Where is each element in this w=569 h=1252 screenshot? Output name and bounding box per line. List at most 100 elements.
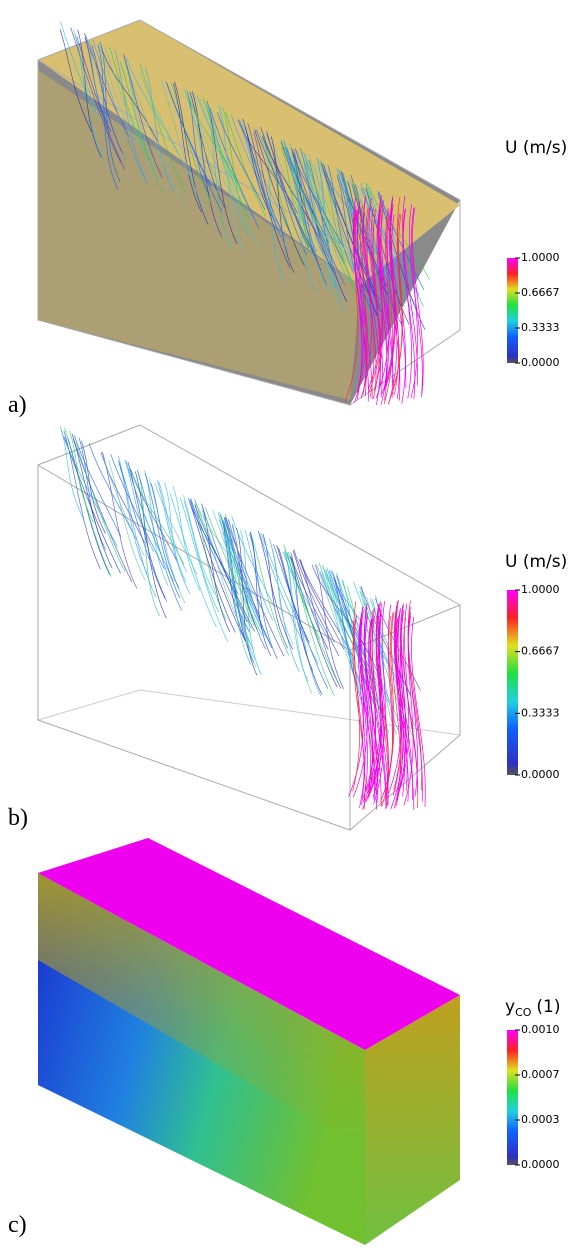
streamline <box>156 480 190 594</box>
streamline <box>366 596 389 703</box>
streamline <box>194 500 252 629</box>
streamline <box>397 609 413 800</box>
streamline <box>74 33 104 159</box>
streamline <box>219 513 253 606</box>
streamline <box>412 207 424 398</box>
streamline <box>259 133 316 259</box>
streamline <box>136 469 183 611</box>
streamline <box>375 208 390 399</box>
streamline <box>394 600 408 792</box>
streamline <box>330 569 390 667</box>
streamline <box>393 599 402 791</box>
streamline <box>237 119 299 215</box>
streamline <box>72 438 133 583</box>
streamline <box>262 534 288 649</box>
streamline <box>270 136 295 273</box>
streamline <box>97 44 119 190</box>
streamline <box>220 515 247 641</box>
streamline <box>393 606 405 797</box>
streamline <box>169 492 217 628</box>
streamline <box>184 89 221 188</box>
streamlines-a <box>59 21 430 405</box>
streamline <box>173 83 202 213</box>
streamline <box>247 123 282 237</box>
streamline <box>367 199 383 390</box>
colorbar-tick-label: 0.0000 <box>521 768 560 781</box>
streamline <box>276 545 310 643</box>
streamline <box>352 619 366 810</box>
streamline <box>293 548 335 643</box>
streamline <box>150 483 180 589</box>
streamline <box>308 153 362 286</box>
streamline <box>380 214 388 405</box>
streamline <box>285 552 340 685</box>
streamline <box>144 67 174 192</box>
streamline <box>362 608 376 799</box>
streamline <box>118 460 157 598</box>
streamline <box>306 160 356 287</box>
colorbar-tick-label: 1.0000 <box>521 251 560 264</box>
title-main: y <box>505 997 515 1017</box>
streamline <box>411 616 426 807</box>
streamline <box>319 160 377 254</box>
streamline <box>359 619 377 810</box>
streamline <box>313 163 340 304</box>
colorbar <box>507 1030 518 1165</box>
streamline <box>284 550 313 694</box>
streamline <box>319 571 362 663</box>
streamline <box>249 532 272 657</box>
streamline <box>193 498 253 595</box>
streamline <box>114 49 146 179</box>
streamline <box>320 163 374 304</box>
streamline <box>231 115 287 240</box>
colorbar <box>507 590 518 775</box>
streamline <box>158 481 187 572</box>
streamline <box>369 187 430 280</box>
streamline <box>291 148 322 271</box>
streamline <box>64 427 112 577</box>
streamline <box>225 516 285 657</box>
streamline <box>183 499 219 613</box>
streamline <box>364 612 379 803</box>
streamline <box>292 550 329 650</box>
streamline <box>59 29 92 133</box>
streamline <box>202 97 250 220</box>
streamline <box>123 53 163 178</box>
streamline <box>353 205 367 396</box>
streamline <box>273 543 329 689</box>
streamline <box>124 459 154 553</box>
streamline <box>249 533 278 659</box>
streamline <box>174 81 209 225</box>
streamline <box>127 461 166 599</box>
streamline <box>381 616 393 807</box>
streamline <box>332 571 368 715</box>
streamline <box>388 214 398 405</box>
title-rest: (1) <box>536 997 560 1017</box>
title-sub: CO <box>515 1006 532 1019</box>
streamline <box>209 107 260 229</box>
streamline <box>73 435 122 537</box>
streamline <box>381 203 395 394</box>
streamline <box>254 128 305 267</box>
colorbar-tick-label: 0.0010 <box>521 1023 560 1036</box>
streamline <box>395 616 403 807</box>
streamline <box>328 574 374 684</box>
panel-label: c) <box>8 1212 27 1238</box>
streamline <box>205 507 263 636</box>
streamline <box>286 147 346 286</box>
streamline <box>91 45 124 154</box>
streamline <box>189 499 246 641</box>
streamline <box>367 603 383 794</box>
streamline <box>160 79 205 209</box>
streamline <box>400 603 418 794</box>
streamline <box>108 460 146 581</box>
streamline <box>109 46 149 160</box>
streamline <box>386 608 402 799</box>
streamline <box>100 452 146 544</box>
streamline <box>387 214 403 405</box>
streamline <box>201 510 240 624</box>
streamline <box>81 440 106 534</box>
streamline <box>206 100 238 245</box>
streamline <box>344 211 359 402</box>
